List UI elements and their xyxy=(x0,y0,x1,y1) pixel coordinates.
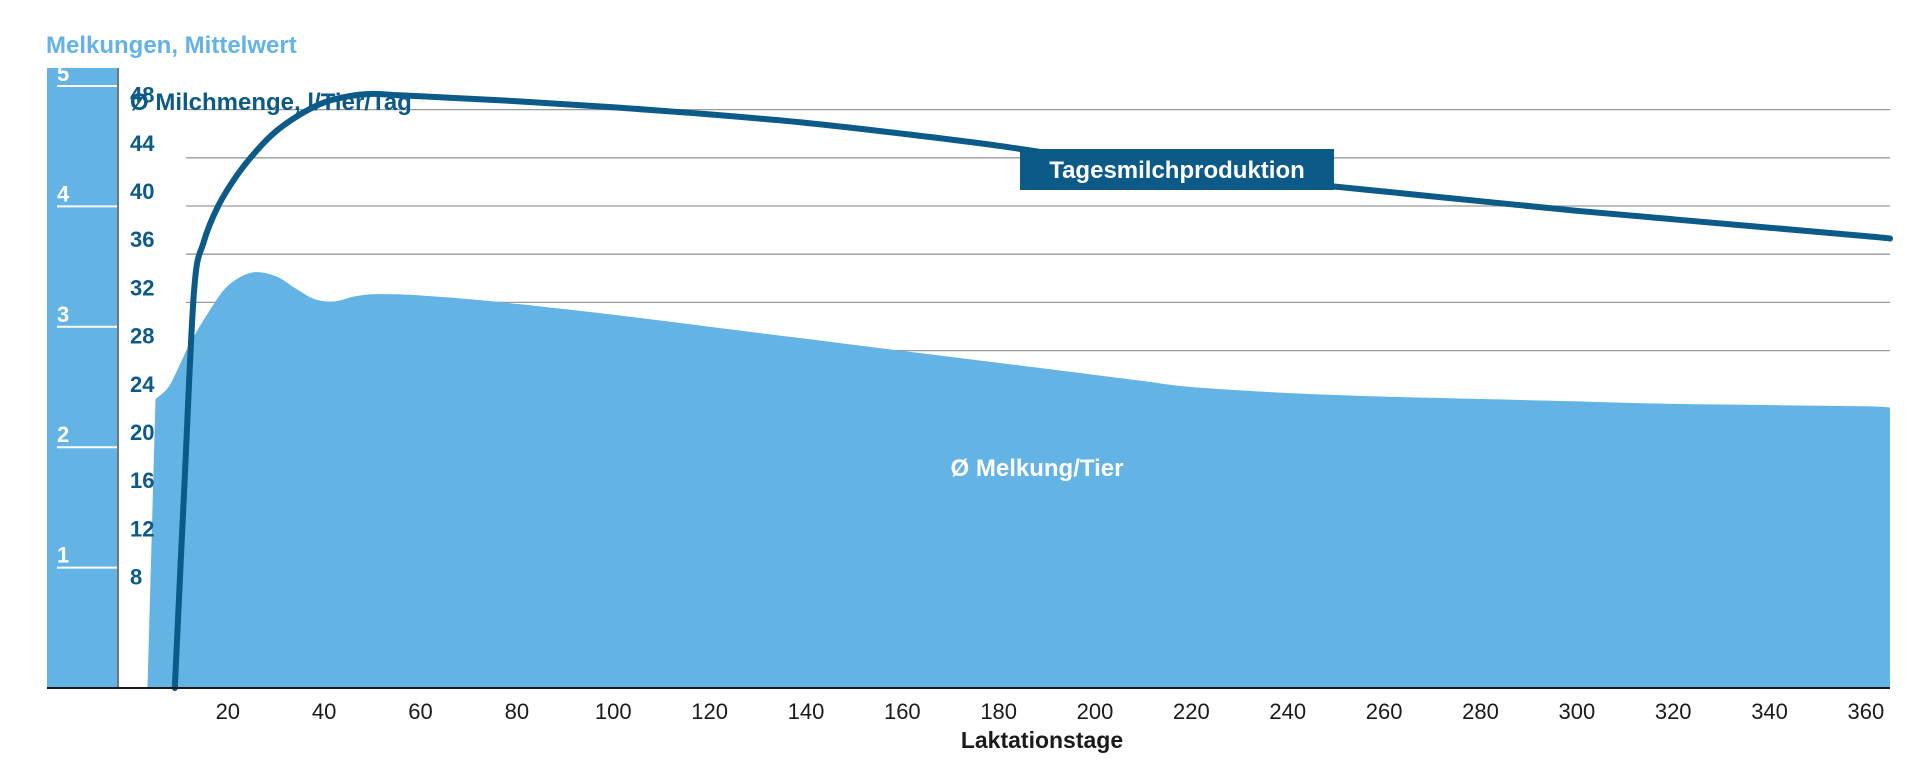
x-tick-label-120: 120 xyxy=(691,699,728,724)
x-tick-label-360: 360 xyxy=(1848,699,1885,724)
left-tick-label-5: 5 xyxy=(57,61,69,86)
x-tick-label-280: 280 xyxy=(1462,699,1499,724)
right-axis-title: Ø Milchmenge, l/Tier/Tag xyxy=(130,89,412,116)
right-tick-label-36: 36 xyxy=(130,227,154,252)
x-tick-label-180: 180 xyxy=(980,699,1017,724)
right-axis-ticks: 8 12 16 20 24 28 32 36 40 44 48 xyxy=(130,83,155,590)
x-tick-label-240: 240 xyxy=(1269,699,1306,724)
left-axis-title: Melkungen, Mittelwert xyxy=(46,32,297,59)
left-axis-band xyxy=(47,68,117,688)
x-tick-label-140: 140 xyxy=(788,699,825,724)
left-tick-label-4: 4 xyxy=(57,181,70,206)
x-tick-label-20: 20 xyxy=(216,699,240,724)
right-tick-label-40: 40 xyxy=(130,179,154,204)
right-tick-label-48: 48 xyxy=(130,83,154,108)
x-axis-title: Laktationstage xyxy=(961,727,1123,753)
x-tick-label-320: 320 xyxy=(1655,699,1692,724)
x-tick-label-40: 40 xyxy=(312,699,336,724)
x-tick-label-220: 220 xyxy=(1173,699,1210,724)
right-tick-label-32: 32 xyxy=(130,275,154,300)
left-tick-label-1: 1 xyxy=(57,543,69,568)
x-tick-label-100: 100 xyxy=(595,699,632,724)
x-tick-label-260: 260 xyxy=(1366,699,1403,724)
right-tick-label-24: 24 xyxy=(130,372,155,397)
right-tick-label-12: 12 xyxy=(130,516,154,541)
x-axis-ticks: 20 40 60 80 100 120 140 160 180 200 220 240 260 280 30… xyxy=(216,699,1885,724)
x-tick-label-200: 200 xyxy=(1077,699,1114,724)
right-tick-label-28: 28 xyxy=(130,324,154,349)
x-tick-label-160: 160 xyxy=(884,699,921,724)
right-tick-label-20: 20 xyxy=(130,420,154,445)
x-tick-label-340: 340 xyxy=(1751,699,1788,724)
x-tick-label-300: 300 xyxy=(1558,699,1595,724)
left-tick-label-3: 3 xyxy=(57,302,69,327)
right-tick-label-44: 44 xyxy=(130,131,155,156)
melkung-area xyxy=(147,272,1890,688)
line-label-box xyxy=(1020,149,1334,190)
left-axis-ticks: 1 2 3 4 5 xyxy=(57,61,117,569)
line-series-label: Tagesmilchproduktion xyxy=(1049,157,1305,184)
right-tick-label-8: 8 xyxy=(130,565,142,590)
x-tick-label-60: 60 xyxy=(408,699,432,724)
right-tick-label-16: 16 xyxy=(130,468,154,493)
x-tick-label-80: 80 xyxy=(505,699,529,724)
left-tick-label-2: 2 xyxy=(57,422,69,447)
area-series-label: Ø Melkung/Tier xyxy=(951,455,1124,482)
milchproduktion-line xyxy=(171,90,1893,691)
